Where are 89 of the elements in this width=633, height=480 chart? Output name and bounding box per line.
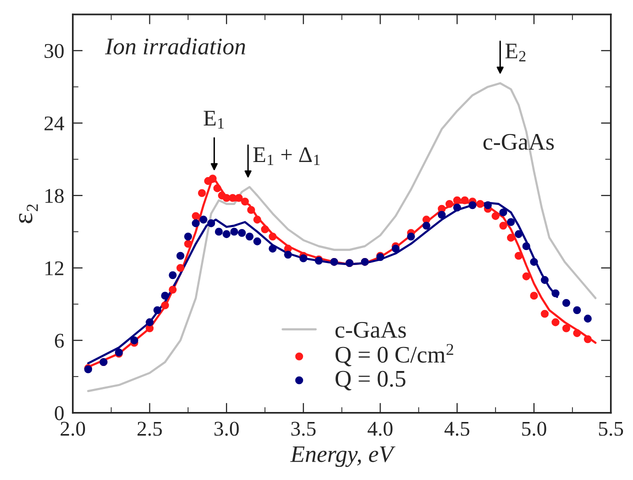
line-series [87, 82, 597, 392]
point [499, 222, 508, 230]
annotation: c-GaAs [483, 134, 554, 150]
annotation: E$_{1}$ + Δ$_{1}$ [253, 147, 320, 166]
x-axis-title: Energy, eV [290, 446, 396, 467]
point [484, 201, 492, 210]
point [176, 252, 184, 260]
point [176, 264, 184, 272]
point [530, 292, 538, 300]
point [422, 222, 430, 230]
point [230, 228, 238, 236]
point [522, 242, 530, 250]
point [168, 271, 177, 280]
point [261, 225, 269, 234]
point [506, 218, 515, 226]
x-tick-label: 3.5 [291, 422, 316, 436]
point [192, 219, 200, 228]
y-tick-label: 0 [54, 406, 64, 420]
point [573, 329, 581, 338]
point [268, 244, 277, 253]
point [552, 318, 560, 326]
annotation: E$_{2}$ [505, 44, 526, 62]
x-tick-label: 4.0 [368, 422, 392, 436]
point [453, 196, 462, 204]
legend-label: c-GaAs [336, 322, 406, 338]
point [584, 314, 592, 323]
point [506, 234, 515, 242]
point [253, 237, 262, 246]
point [198, 189, 206, 198]
point [241, 198, 249, 206]
point [514, 230, 523, 238]
point [460, 196, 469, 204]
point [499, 208, 508, 216]
point [222, 230, 230, 238]
annotation: Ion irradiation [104, 38, 246, 54]
point [238, 228, 246, 237]
point [234, 194, 243, 202]
point [514, 252, 523, 260]
point [453, 204, 462, 212]
point [268, 232, 277, 240]
y-tick-label: 30 [44, 44, 64, 58]
point [247, 206, 256, 214]
point [207, 219, 216, 228]
point [184, 232, 192, 240]
y-tick-label: 24 [44, 116, 64, 130]
point [438, 210, 446, 219]
point [492, 212, 500, 220]
point [130, 336, 138, 344]
point [540, 276, 549, 284]
point [392, 244, 400, 253]
point [584, 335, 592, 344]
point [468, 201, 476, 210]
point [530, 258, 538, 266]
y-tick-label: 6 [54, 334, 64, 348]
point [476, 200, 484, 208]
point [299, 254, 308, 262]
y-axis-title: ε₂ [19, 204, 38, 224]
x-tick-label: 2.5 [138, 422, 162, 436]
point [161, 292, 169, 300]
x-tick-label: 5.5 [599, 422, 624, 436]
point [253, 216, 262, 224]
point [192, 212, 200, 220]
point [573, 306, 581, 314]
x-tick-label: 3.0 [214, 422, 239, 436]
point [284, 250, 292, 259]
legend-label: Q = 0.5 [336, 370, 406, 390]
annotation: E$_{1}$ [204, 110, 224, 129]
x-tick-label: 4.5 [444, 422, 470, 436]
point [161, 301, 169, 310]
point [168, 286, 177, 294]
point [213, 184, 222, 192]
legend-label: Q = 0 C/cm$^{2}$ [336, 344, 454, 366]
point [214, 228, 223, 236]
point [562, 298, 570, 307]
point [246, 232, 254, 240]
point [184, 240, 192, 248]
point [407, 232, 415, 240]
point [540, 310, 549, 318]
point [562, 324, 570, 332]
point [552, 289, 560, 298]
point [445, 200, 454, 208]
y-tick-label: 18 [45, 188, 64, 203]
y-tick-label: 12 [45, 261, 64, 276]
point [146, 318, 154, 326]
x-tick-label: 2.0 [60, 422, 86, 436]
point [200, 216, 208, 224]
point [522, 272, 530, 280]
x-tick-label: 5.0 [522, 422, 546, 436]
point [153, 306, 162, 314]
